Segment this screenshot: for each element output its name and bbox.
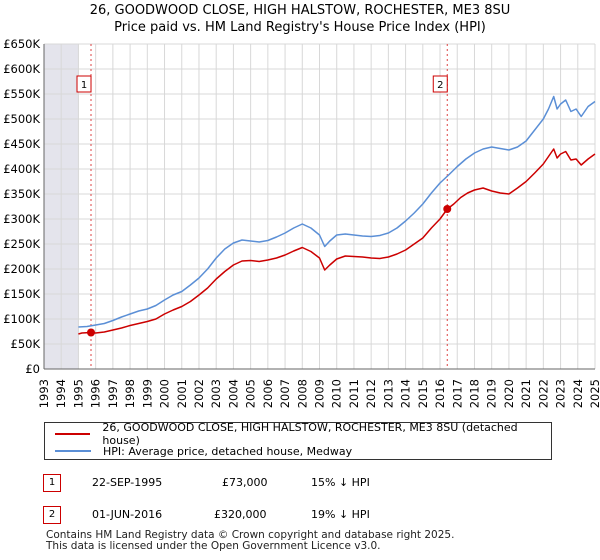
y-tick-label: £300K	[3, 212, 40, 226]
chart-title: 26, GOODWOOD CLOSE, HIGH HALSTOW, ROCHES…	[89, 3, 511, 18]
y-tick-label: £350K	[3, 187, 40, 201]
y-tick-label: £650K	[3, 37, 40, 51]
chart-legend: 26, GOODWOOD CLOSE, HIGH HALSTOW, ROCHES…	[44, 421, 552, 460]
y-tick-label: £200K	[3, 262, 40, 276]
y-tick-label: £500K	[3, 112, 40, 126]
x-tick-label: 2005	[244, 379, 258, 408]
x-tick-label: 1996	[89, 379, 103, 408]
sale-label-2: 2	[437, 80, 443, 91]
x-tick-label: 2000	[158, 379, 172, 408]
legend-swatch-property	[55, 433, 91, 435]
x-tick-label: 2010	[330, 379, 344, 408]
chart-subtitle: Price paid vs. HM Land Registry's House …	[114, 20, 486, 35]
x-tick-label: 1997	[106, 379, 120, 408]
sale-point-1	[87, 328, 96, 337]
sale-date-2: 01-JUN-2016	[92, 508, 163, 521]
x-tick-label: 1995	[71, 379, 85, 408]
legend-label-hpi: HPI: Average price, detached house, Medw…	[103, 444, 353, 458]
sale-hpi-2: 19% ↓ HPI	[311, 508, 370, 521]
x-tick-label: 2014	[399, 379, 413, 408]
x-tick-label: 2017	[450, 379, 464, 408]
y-tick-label: £0	[25, 362, 40, 376]
x-tick-label: 2012	[364, 379, 378, 408]
y-tick-label: £150K	[3, 287, 40, 301]
series-line-hpi	[78, 95, 596, 328]
y-tick-label: £450K	[3, 137, 40, 151]
sale-label-box-2	[432, 75, 448, 93]
x-tick-label: 2016	[433, 379, 447, 408]
y-tick-label: £600K	[3, 62, 40, 76]
x-tick-label: 2006	[261, 379, 275, 408]
y-tick-label: £250K	[3, 237, 40, 251]
legend-item-property: 26, GOODWOOD CLOSE, HIGH HALSTOW, ROCHES…	[55, 421, 551, 447]
x-tick-label: 2011	[347, 379, 361, 408]
legend-swatch-hpi	[55, 450, 91, 452]
x-tick-label: 2001	[175, 379, 189, 408]
x-tick-label: 2008	[295, 379, 309, 408]
x-tick-label: 2015	[416, 379, 430, 408]
x-tick-label: 2003	[209, 379, 223, 408]
sale-price-2: £320,000	[214, 508, 267, 521]
x-tick-label: 2021	[519, 379, 533, 408]
sale-row-2: 2 01-JUN-2016 £320,000 19% ↓ HPI	[0, 506, 600, 526]
legend-label-property: 26, GOODWOOD CLOSE, HIGH HALSTOW, ROCHES…	[102, 421, 518, 447]
x-tick-label: 2007	[278, 379, 292, 408]
legend-item-hpi: HPI: Average price, detached house, Medw…	[55, 443, 352, 459]
x-tick-label: 2018	[467, 379, 481, 408]
y-tick-label: £400K	[3, 162, 40, 176]
x-tick-label: 1998	[123, 379, 137, 408]
sale-hpi-1: 15% ↓ HPI	[311, 476, 370, 489]
y-tick-label: £550K	[3, 87, 40, 101]
sale-badge-1: 1	[43, 474, 61, 492]
sale-point-2	[443, 205, 452, 213]
footer-licence: This data is licensed under the Open Gov…	[46, 540, 381, 552]
x-tick-label: 2002	[192, 379, 206, 408]
y-tick-label: £100K	[3, 312, 40, 326]
sale-date-1: 22-SEP-1995	[92, 476, 163, 489]
x-tick-label: 2019	[485, 379, 499, 408]
x-tick-label: 1999	[140, 379, 154, 408]
x-tick-label: 2024	[571, 379, 585, 408]
x-tick-label: 2025	[588, 379, 600, 408]
sale-badge-2: 2	[43, 506, 61, 524]
x-tick-label: 2020	[502, 379, 516, 408]
x-tick-label: 2022	[536, 379, 550, 408]
x-tick-label: 2009	[313, 379, 327, 408]
price-chart: £0 £50K £100K £150K £200K £250K £300K £350K £400…	[3, 37, 600, 408]
sale-row-1: 1 22-SEP-1995 £73,000 15% ↓ HPI	[0, 474, 600, 494]
x-tick-label: 2023	[554, 379, 568, 408]
sale-label-1: 1	[81, 80, 87, 91]
x-tick-label: 2004	[226, 379, 240, 408]
series-line-property	[78, 148, 596, 335]
x-tick-label: 1993	[37, 379, 51, 408]
y-tick-label: £50K	[11, 337, 41, 351]
x-tick-label: 1994	[54, 379, 68, 408]
footer: Contains HM Land Registry data © Crown c…	[46, 530, 454, 552]
x-tick-label: 2013	[381, 379, 395, 408]
sale-price-1: £73,000	[222, 476, 268, 489]
footer-copyright: Contains HM Land Registry data © Crown c…	[46, 529, 455, 541]
sale-label-box-1	[76, 75, 92, 93]
